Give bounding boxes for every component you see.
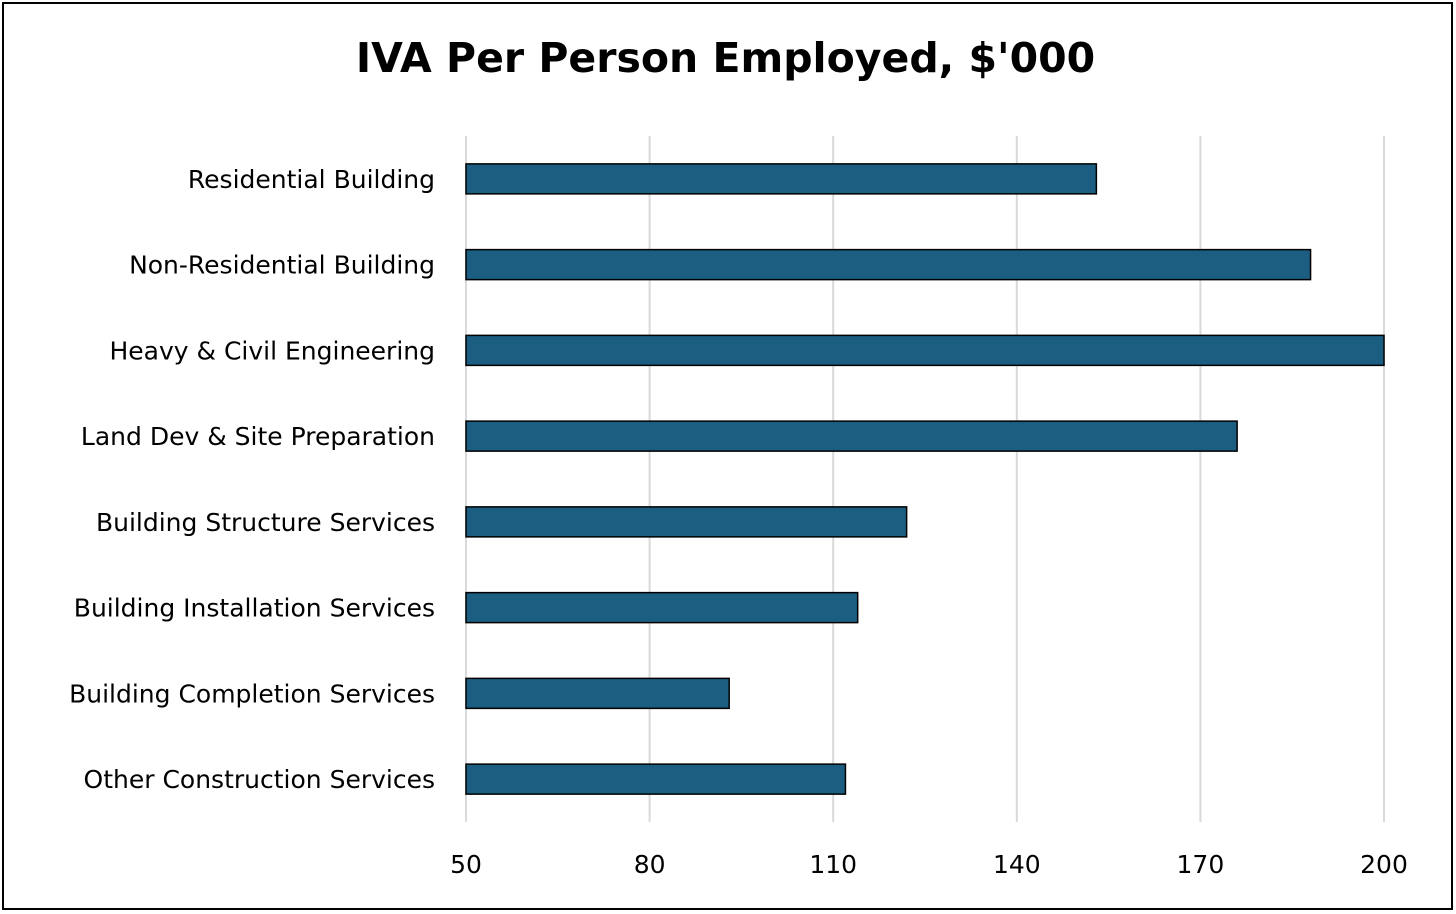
- x-tick-label: 80: [634, 850, 666, 879]
- x-tick-label: 50: [450, 850, 482, 879]
- bar: [465, 506, 908, 538]
- x-tick-labels: 50 80 110 140 170 200: [450, 850, 1408, 879]
- category-label: Land Dev & Site Preparation: [81, 422, 435, 451]
- x-tick-label: 140: [993, 850, 1041, 879]
- category-label: Building Completion Services: [69, 679, 435, 708]
- bar: [465, 248, 1312, 281]
- gridlines: [465, 136, 1385, 822]
- category-label: Non-Residential Building: [129, 251, 435, 280]
- bars: [465, 163, 1385, 795]
- x-tick-label: 110: [809, 850, 857, 879]
- bar: [465, 677, 730, 710]
- x-tick-label: 200: [1360, 850, 1408, 879]
- x-tick-label: 170: [1177, 850, 1225, 879]
- category-label: Other Construction Services: [84, 765, 435, 794]
- category-label: Heavy & Civil Engineering: [109, 336, 435, 365]
- bar: [465, 163, 1098, 195]
- bar: [465, 334, 1385, 367]
- chart-title: IVA Per Person Employed, $'000: [355, 34, 1096, 82]
- category-labels: Residential Building Non-Residential Buil…: [69, 165, 435, 794]
- category-label: Residential Building: [188, 165, 435, 194]
- bar: [465, 591, 859, 624]
- category-label: Building Structure Services: [96, 508, 435, 537]
- category-label: Building Installation Services: [74, 594, 435, 623]
- bar: [465, 420, 1238, 452]
- bar: [465, 763, 847, 795]
